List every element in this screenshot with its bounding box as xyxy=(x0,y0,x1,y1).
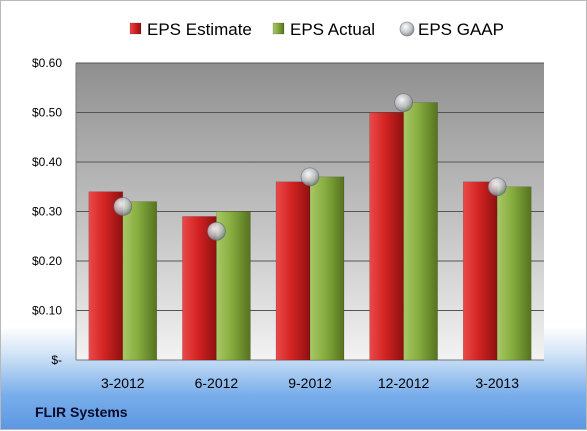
eps-gaap-point xyxy=(206,221,226,241)
y-tick-label: $0.20 xyxy=(32,254,62,268)
eps-estimate-legend-swatch xyxy=(129,22,142,35)
y-tick-label: $0.40 xyxy=(32,155,62,169)
y-tick-label: $0.60 xyxy=(32,56,62,70)
eps-gaap-point xyxy=(394,93,414,112)
plot-area: $- $0.10 $0.20 $0.30 $0.40 $0.50 $0.60 3-2012 6-… xyxy=(32,56,544,391)
eps-gaap-point xyxy=(113,197,133,216)
eps-gaap-legend-swatch xyxy=(399,21,415,37)
eps-estimate-legend-label: EPS Estimate xyxy=(147,20,252,39)
x-tick-label: 3-2013 xyxy=(475,375,519,391)
company-name: FLIR Systems xyxy=(35,404,128,420)
eps-actual-bar xyxy=(122,201,158,361)
eps-estimate-bar xyxy=(369,112,404,361)
y-tick-label: $0.30 xyxy=(32,205,62,219)
y-tick-label: $0.10 xyxy=(32,304,62,318)
eps-actual-legend-label: EPS Actual xyxy=(290,20,375,39)
y-tick-label: $0.50 xyxy=(32,106,62,120)
eps-actual-bar xyxy=(403,102,438,361)
eps-actual-bar xyxy=(496,186,532,361)
eps-estimate-bar xyxy=(462,181,498,361)
legend: EPS Estimate EPS Actual EPS GAAP xyxy=(129,20,504,39)
eps-actual-bar xyxy=(309,176,345,361)
eps-gaap-legend-label: EPS GAAP xyxy=(418,20,504,39)
eps-estimate-bar xyxy=(88,191,124,361)
eps-estimate-bar xyxy=(182,216,217,361)
eps-gaap-point xyxy=(487,177,507,197)
y-tick-label: $- xyxy=(51,353,62,367)
eps-gaap-point xyxy=(300,167,320,187)
eps-estimate-bar xyxy=(275,181,311,361)
x-tick-label: 12-2012 xyxy=(378,375,430,391)
x-tick-label: 6-2012 xyxy=(195,375,239,391)
eps-actual-legend-swatch xyxy=(272,22,285,35)
x-tick-label: 3-2012 xyxy=(101,375,145,391)
x-tick-label: 9-2012 xyxy=(288,375,332,391)
